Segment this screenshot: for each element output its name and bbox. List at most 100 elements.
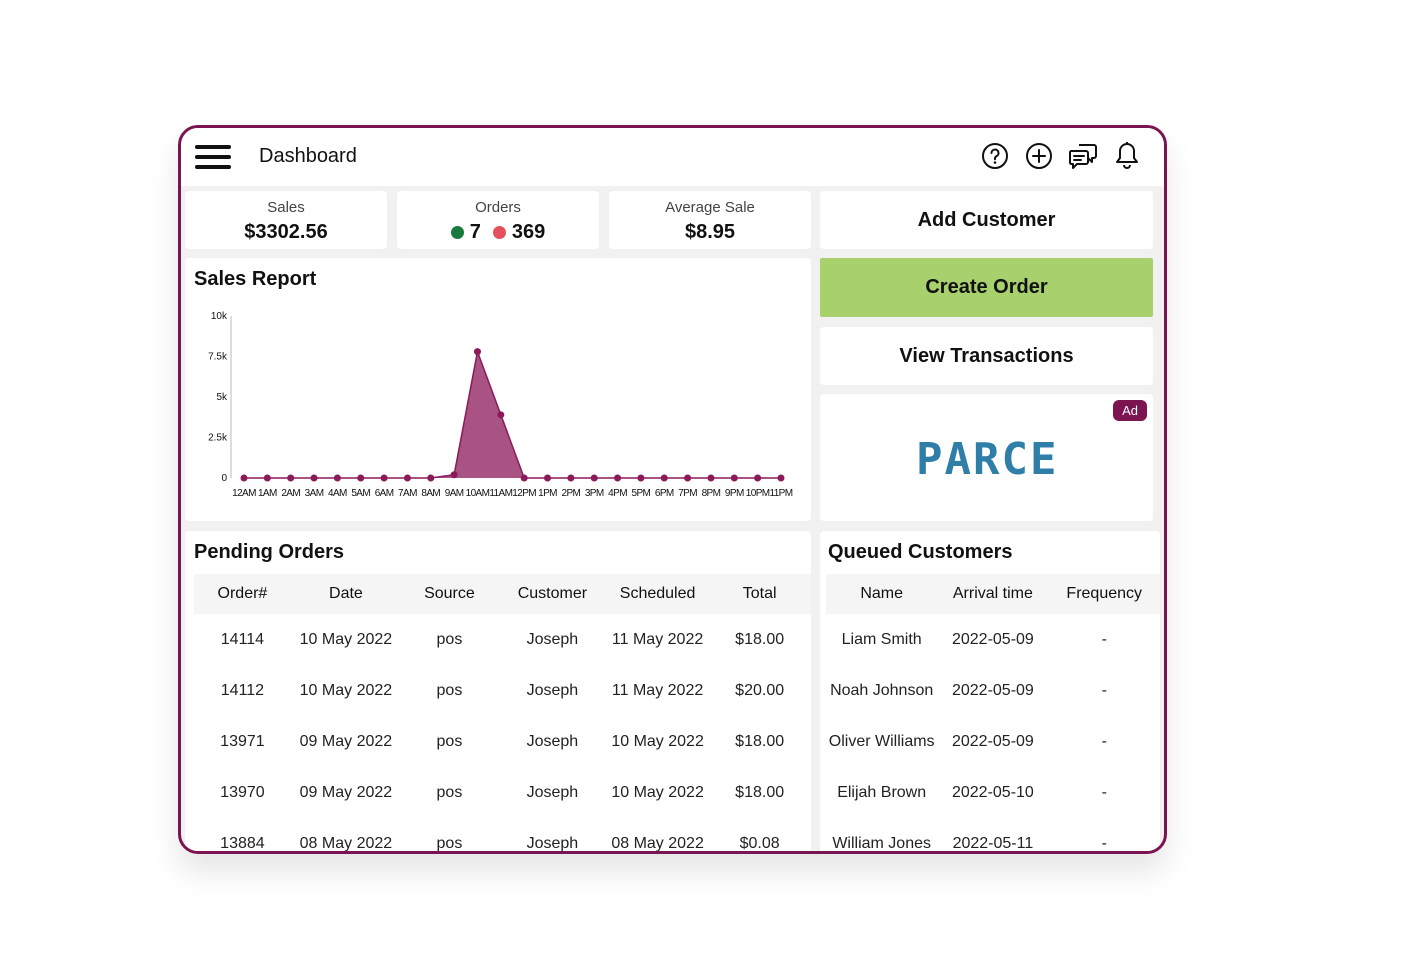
red-status-dot: [492, 226, 506, 239]
average-sale-label: Average Sale: [665, 199, 755, 216]
sales-chart: 0 2.5k 5k 7.5k 10k 12AM 1AM 2AM 3AM 4AM 5AM 6AM 7AM 8…: [208, 311, 793, 499]
x-tick-label: 12PM: [512, 488, 536, 499]
top-bar: Dashboard: [181, 128, 1164, 186]
order-scheduled: 08 May 2022: [611, 834, 704, 852]
sales-line: [244, 348, 781, 479]
view-transactions-button[interactable]: View Transactions: [820, 327, 1153, 385]
column-header[interactable]: Frequency: [1048, 574, 1160, 614]
x-tick-label: 4PM: [608, 488, 627, 499]
bell-icon[interactable]: [1112, 140, 1142, 172]
x-tick-label: 11PM: [770, 488, 793, 499]
average-sale-card: Average Sale $8.95: [609, 191, 811, 249]
chat-icon[interactable]: [1068, 140, 1098, 172]
x-tick-label: 8AM: [421, 488, 440, 499]
order-total: $20.00: [735, 681, 785, 699]
x-tick-label: 1AM: [258, 488, 277, 499]
order-source: pos: [436, 834, 463, 852]
order-number: 14114: [220, 630, 265, 648]
table-header-row: Order# Date Source Customer Scheduled To…: [194, 574, 811, 614]
data-point: [473, 348, 481, 356]
menu-icon[interactable]: [195, 143, 233, 171]
sales-label: Sales: [267, 199, 305, 216]
data-point: [684, 474, 692, 482]
sales-area: [244, 351, 781, 478]
frequency: -: [1101, 681, 1107, 699]
help-icon[interactable]: [980, 140, 1010, 172]
orders-value: 7 369: [397, 221, 599, 244]
data-point: [544, 474, 552, 482]
average-sale-value: $8.95: [684, 221, 736, 243]
create-order-button[interactable]: Create Order: [820, 258, 1153, 317]
order-customer: Joseph: [526, 630, 579, 648]
order-customer: Joseph: [526, 834, 579, 852]
tablet-frame: Dashboard Sales: [178, 125, 1167, 854]
pending-orders-card: Pending Orders Order# Date Source Custom…: [185, 531, 811, 852]
column-header[interactable]: Total: [708, 574, 811, 614]
add-customer-button[interactable]: Add Customer: [820, 191, 1153, 249]
order-date: 10 May 2022: [299, 630, 393, 648]
order-number: 14112: [220, 681, 265, 699]
column-header[interactable]: Customer: [497, 574, 607, 614]
column-header[interactable]: Date: [290, 574, 401, 614]
table-row[interactable]: Oliver Williams 2022-05-09 -: [826, 716, 1160, 767]
x-tick-label: 7PM: [678, 488, 697, 499]
data-point: [637, 474, 645, 482]
x-tick-label: 10AM: [466, 488, 490, 499]
top-icons: [980, 140, 1142, 172]
data-point: [614, 474, 622, 482]
table-row[interactable]: 14114 10 May 2022 pos Joseph 11 May 2022…: [194, 614, 811, 665]
table-row[interactable]: William Jones 2022-05-11 -: [826, 818, 1160, 852]
table-row[interactable]: 13970 09 May 2022 pos Joseph 10 May 2022…: [194, 767, 811, 818]
x-tick-label: 2PM: [561, 488, 580, 499]
table-row[interactable]: Liam Smith 2022-05-09 -: [826, 614, 1160, 665]
x-tick-label: 3PM: [585, 488, 604, 499]
table-header-row: Name Arrival time Frequency: [826, 574, 1160, 614]
table-row[interactable]: 14112 10 May 2022 pos Joseph 11 May 2022…: [194, 665, 811, 716]
data-point: [590, 474, 598, 482]
table-row[interactable]: 13971 09 May 2022 pos Joseph 10 May 2022…: [194, 716, 811, 767]
order-scheduled: 10 May 2022: [611, 783, 704, 801]
order-total: $18.00: [735, 783, 785, 801]
ad-card[interactable]: Ad PARCE: [820, 394, 1153, 521]
data-point: [380, 474, 388, 482]
order-number: 13884: [220, 834, 265, 852]
table-row[interactable]: 13884 08 May 2022 pos Joseph 08 May 2022…: [194, 818, 811, 852]
frequency: -: [1101, 834, 1107, 852]
order-scheduled: 10 May 2022: [611, 732, 704, 750]
data-point: [403, 474, 411, 482]
order-date: 09 May 2022: [299, 783, 393, 801]
order-total: $18.00: [735, 732, 785, 750]
x-tick-label: 9AM: [445, 488, 464, 499]
frequency: -: [1101, 732, 1107, 750]
data-point: [310, 474, 318, 482]
table-row[interactable]: Elijah Brown 2022-05-10 -: [826, 767, 1160, 818]
data-point: [567, 474, 575, 482]
page-title: Dashboard: [259, 145, 357, 167]
sales-report-card: Sales Report 0 2.5k 5k 7.5k 10k 12AM 1AM 2AM 3AM…: [185, 258, 811, 521]
data-point: [263, 474, 271, 482]
x-tick-label: 7AM: [398, 488, 417, 499]
column-header[interactable]: Arrival time: [937, 574, 1049, 614]
column-header[interactable]: Order#: [194, 574, 291, 614]
data-point: [427, 474, 435, 482]
customer-name: William Jones: [832, 834, 931, 852]
x-tick-label: 10PM: [746, 488, 770, 499]
order-date: 09 May 2022: [299, 732, 393, 750]
orders-green-count: 7: [469, 221, 481, 243]
ad-brand-logo: PARCE: [916, 434, 1059, 485]
add-icon[interactable]: [1024, 140, 1054, 172]
column-header[interactable]: Source: [400, 574, 498, 614]
column-header[interactable]: Scheduled: [606, 574, 709, 614]
x-tick-label: 2AM: [281, 488, 300, 499]
order-source: pos: [436, 732, 463, 750]
x-tick-label: 5AM: [351, 488, 370, 499]
customer-name: Noah Johnson: [830, 681, 934, 699]
x-tick-label: 11AM: [489, 488, 512, 499]
x-tick-label: 5PM: [632, 488, 651, 499]
x-tick-label: 1PM: [538, 488, 557, 499]
column-header[interactable]: Name: [826, 574, 938, 614]
pending-orders-table: Order# Date Source Customer Scheduled To…: [194, 574, 811, 852]
y-tick-label: 7.5k: [208, 352, 228, 363]
table-row[interactable]: Noah Johnson 2022-05-09 -: [826, 665, 1160, 716]
order-source: pos: [436, 630, 463, 648]
